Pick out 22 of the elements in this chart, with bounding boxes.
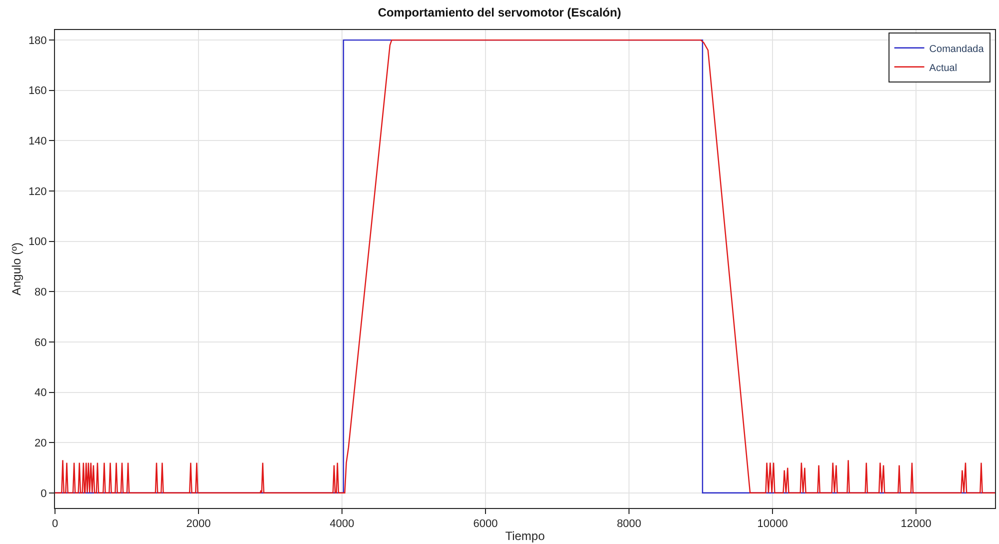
y-tick-label: 20 xyxy=(34,437,47,450)
x-tick-label: 4000 xyxy=(330,518,354,530)
chart-title: Comportamiento del servomotor (Escalón) xyxy=(378,6,622,20)
x-tick-label: 10000 xyxy=(757,518,788,530)
y-tick-label: 120 xyxy=(28,186,47,198)
y-tick-label: 100 xyxy=(28,236,47,248)
y-tick-label: 60 xyxy=(34,336,47,349)
y-axis-title: Angulo (º) xyxy=(10,242,24,296)
x-tick-label: 8000 xyxy=(616,518,642,530)
x-tick-label: 0 xyxy=(52,518,58,530)
x-tick-label: 2000 xyxy=(186,518,211,530)
legend-label: Comandada xyxy=(929,44,984,55)
y-tick-label: 0 xyxy=(40,488,47,500)
y-tick-label: 40 xyxy=(34,387,47,400)
x-tick-label: 12000 xyxy=(900,518,932,530)
y-tick-label: 160 xyxy=(28,85,47,98)
x-axis-title: Tiempo xyxy=(505,529,546,544)
y-tick-label: 80 xyxy=(34,286,47,298)
x-tick-label: 6000 xyxy=(473,518,498,530)
legend-label: Actual xyxy=(929,62,958,74)
y-tick-label: 140 xyxy=(28,136,47,148)
y-tick-label: 180 xyxy=(28,34,47,47)
